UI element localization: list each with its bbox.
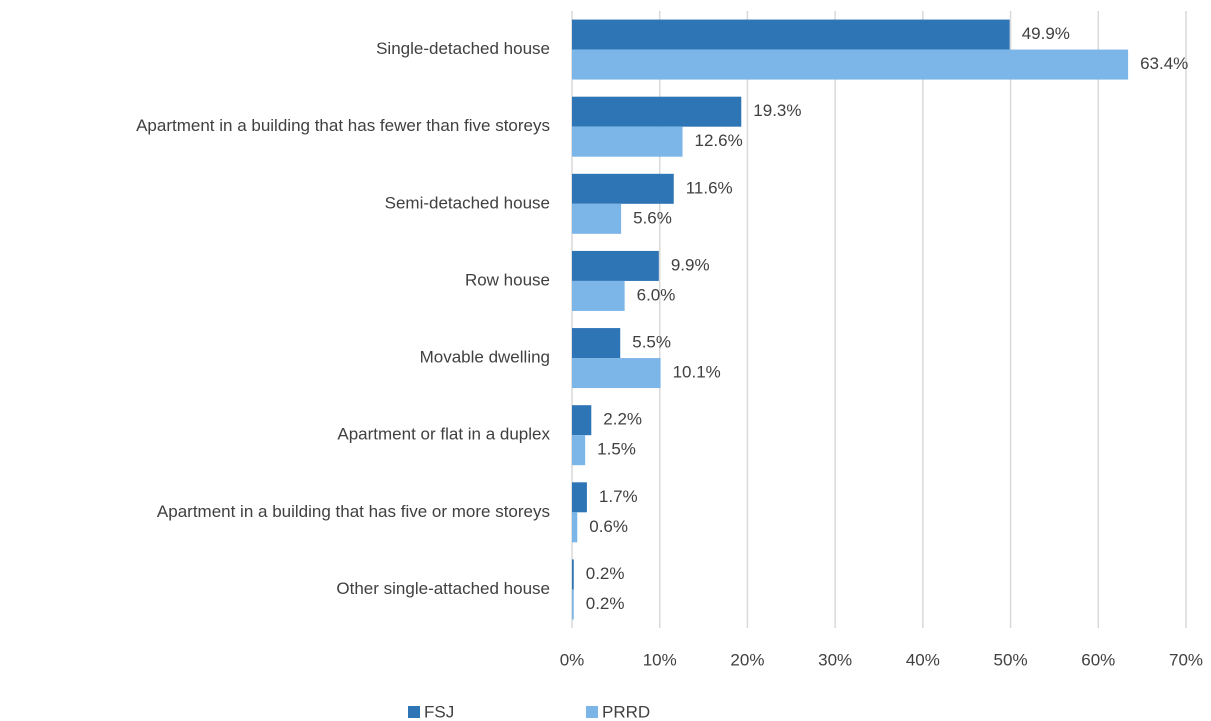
bar [572,589,574,620]
bar [572,19,1010,50]
bar [572,405,592,436]
bar [572,126,683,157]
x-tick-label: 10% [643,650,677,669]
bar [572,173,674,204]
y-tick-label: Movable dwelling [420,348,550,367]
y-tick-label: Apartment or flat in a duplex [337,425,550,444]
bar [572,482,587,513]
data-label: 12.6% [695,131,743,150]
data-label: 1.5% [597,440,636,459]
data-label: 5.6% [633,208,672,227]
bar [572,328,621,359]
y-tick-label: Other single-attached house [336,579,550,598]
bar [572,203,622,234]
data-label: 63.4% [1140,54,1188,73]
data-label: 5.5% [632,333,671,352]
bar [572,358,661,389]
legend-label: FSJ [424,702,454,721]
x-tick-label: 60% [1081,650,1115,669]
bar [572,96,742,127]
x-tick-label: 40% [906,650,940,669]
bar [572,280,625,311]
data-label: 0.2% [586,564,625,583]
y-tick-label: Apartment in a building that has fewer t… [136,116,550,135]
bar [572,512,578,543]
x-tick-label: 70% [1169,650,1203,669]
x-tick-label: 30% [818,650,852,669]
legend-label: PRRD [602,702,650,721]
data-label: 11.6% [686,178,733,197]
data-label: 0.6% [589,517,628,536]
data-label: 9.9% [671,255,710,274]
bar [572,49,1129,80]
bar [572,559,574,590]
y-tick-label: Single-detached house [376,39,550,58]
legend-swatch [586,706,598,718]
data-label: 19.3% [753,101,801,120]
data-label: 10.1% [673,363,721,382]
y-tick-label: Row house [465,270,550,289]
x-tick-label: 0% [560,650,585,669]
legend-swatch [408,706,420,718]
data-label: 6.0% [637,285,676,304]
y-tick-label: Apartment in a building that has five or… [157,502,550,521]
data-label: 2.2% [603,410,642,429]
data-label: 0.2% [586,594,625,613]
data-label: 49.9% [1022,24,1070,43]
data-label: 1.7% [599,487,638,506]
bar [572,250,659,281]
y-tick-label: Semi-detached house [385,193,550,212]
x-tick-label: 50% [994,650,1028,669]
x-tick-label: 20% [730,650,764,669]
bar [572,435,586,466]
